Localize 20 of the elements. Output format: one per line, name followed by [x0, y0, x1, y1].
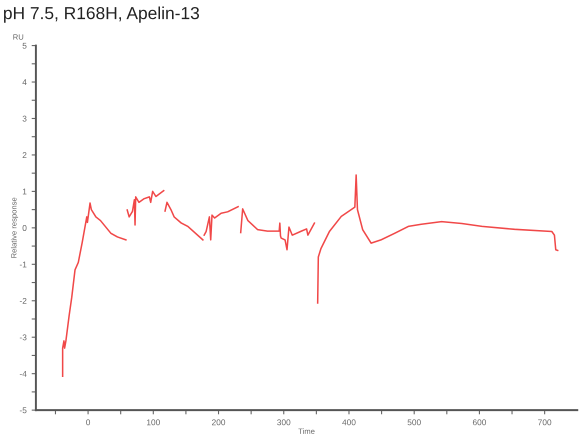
x-tick-label: 600 [472, 419, 486, 426]
x-tick-label: 700 [538, 419, 552, 426]
y-tick-label: 5 [22, 42, 27, 49]
y-tick-label: -1 [20, 262, 26, 268]
x-tick-label: 400 [342, 419, 356, 426]
y-tick-label: -3 [20, 334, 27, 340]
y-tick-label: -4 [20, 370, 27, 377]
chart-title: pH 7.5, R168H, Apelin-13 [4, 6, 200, 23]
y-tick-label: 2 [22, 152, 26, 158]
x-tick-label: 100 [146, 419, 160, 426]
y-tick-label: -2 [20, 298, 26, 304]
y-tick-label: 3 [22, 116, 27, 122]
x-tick-label: 500 [408, 419, 421, 426]
y-tick-label: 0 [22, 225, 27, 231]
x-tick-label: 300 [277, 419, 290, 426]
y-tick-label: 1 [22, 188, 26, 194]
y-tick-label: -5 [20, 407, 27, 414]
x-tick-label: 0 [86, 419, 90, 426]
y-tick-label: 4 [22, 79, 27, 86]
x-tick-label: 200 [212, 419, 226, 426]
